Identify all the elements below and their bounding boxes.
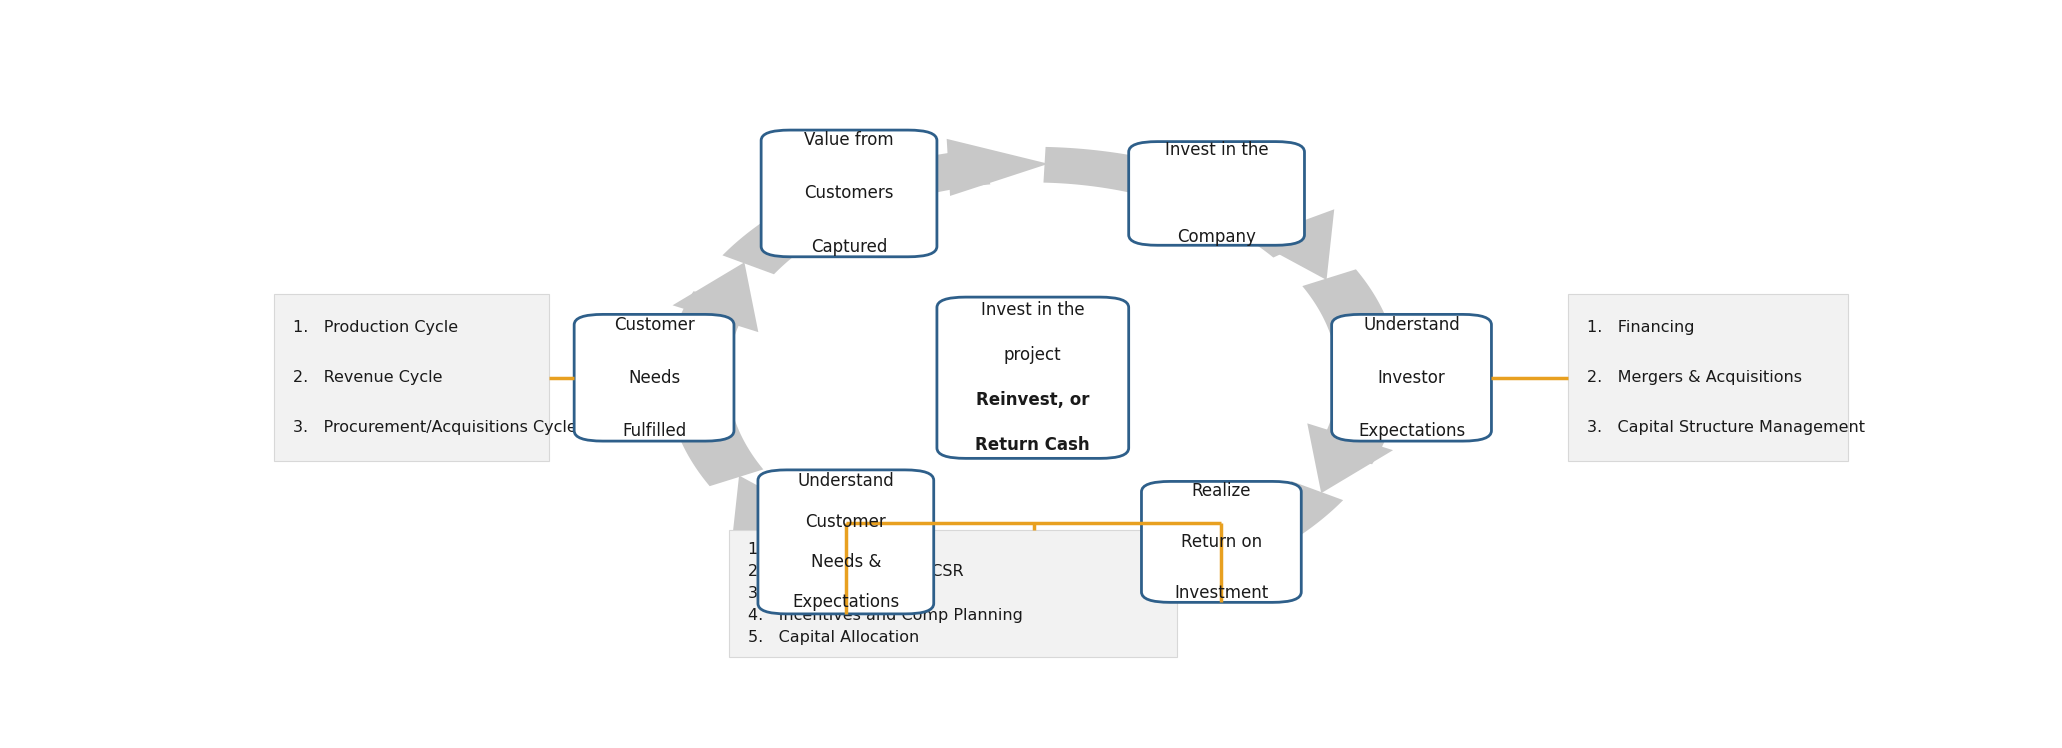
Polygon shape	[672, 263, 759, 332]
Text: Expectations: Expectations	[792, 593, 899, 611]
Text: Return on: Return on	[1182, 533, 1262, 551]
Polygon shape	[1303, 269, 1398, 465]
Text: Needs &: Needs &	[810, 553, 880, 571]
Text: Reinvest, or: Reinvest, or	[975, 391, 1089, 409]
Text: 4.   Incentives and Comp Planning: 4. Incentives and Comp Planning	[749, 608, 1023, 623]
Text: Value from: Value from	[804, 131, 893, 149]
Text: 3.   Governance: 3. Governance	[749, 586, 876, 601]
Text: Understand: Understand	[798, 473, 895, 491]
Text: 3.   Capital Structure Management: 3. Capital Structure Management	[1588, 420, 1866, 435]
FancyBboxPatch shape	[1142, 482, 1301, 602]
Polygon shape	[722, 149, 990, 275]
Text: Customer: Customer	[806, 512, 887, 531]
Text: Understand: Understand	[1363, 316, 1460, 334]
Text: Company: Company	[1177, 228, 1256, 246]
Text: Realize: Realize	[1192, 482, 1252, 500]
Text: 3.   Procurement/Acquisitions Cycle: 3. Procurement/Acquisitions Cycle	[293, 420, 577, 435]
Text: 2.   Mergers & Acquisitions: 2. Mergers & Acquisitions	[1588, 370, 1802, 385]
FancyBboxPatch shape	[936, 297, 1128, 459]
Text: Investor: Investor	[1377, 369, 1445, 387]
Text: 5.   Capital Allocation: 5. Capital Allocation	[749, 630, 920, 645]
Polygon shape	[1307, 423, 1394, 493]
Polygon shape	[666, 291, 763, 486]
FancyBboxPatch shape	[1332, 314, 1491, 441]
FancyBboxPatch shape	[759, 470, 934, 614]
FancyBboxPatch shape	[1567, 294, 1848, 462]
Text: Needs: Needs	[629, 369, 680, 387]
FancyBboxPatch shape	[274, 294, 548, 462]
Text: Customer: Customer	[614, 316, 695, 334]
Polygon shape	[1252, 209, 1334, 280]
Text: 1.   Production Cycle: 1. Production Cycle	[293, 320, 458, 335]
Text: Invest in the: Invest in the	[1165, 141, 1268, 159]
Text: Expectations: Expectations	[1359, 422, 1466, 440]
Text: project: project	[1004, 346, 1062, 364]
FancyBboxPatch shape	[573, 314, 734, 441]
Polygon shape	[1074, 481, 1342, 607]
Text: Return Cash: Return Cash	[975, 437, 1091, 455]
FancyBboxPatch shape	[1128, 141, 1305, 245]
Text: Invest in the: Invest in the	[982, 301, 1085, 319]
FancyBboxPatch shape	[730, 530, 1177, 657]
Text: Investment: Investment	[1173, 583, 1268, 601]
Text: Fulfilled: Fulfilled	[623, 422, 687, 440]
FancyBboxPatch shape	[761, 130, 936, 257]
Text: 2.   Revenue Cycle: 2. Revenue Cycle	[293, 370, 443, 385]
Text: 2.   Strategy including CSR: 2. Strategy including CSR	[749, 564, 963, 580]
Text: Customers: Customers	[804, 185, 893, 203]
Polygon shape	[946, 139, 1047, 196]
Text: 1.   Planning: 1. Planning	[749, 542, 850, 557]
Text: Captured: Captured	[810, 238, 887, 256]
Polygon shape	[732, 476, 814, 546]
Polygon shape	[1043, 147, 1322, 257]
Polygon shape	[1017, 560, 1120, 616]
Polygon shape	[744, 498, 1023, 609]
Text: 1.   Financing: 1. Financing	[1588, 320, 1695, 335]
